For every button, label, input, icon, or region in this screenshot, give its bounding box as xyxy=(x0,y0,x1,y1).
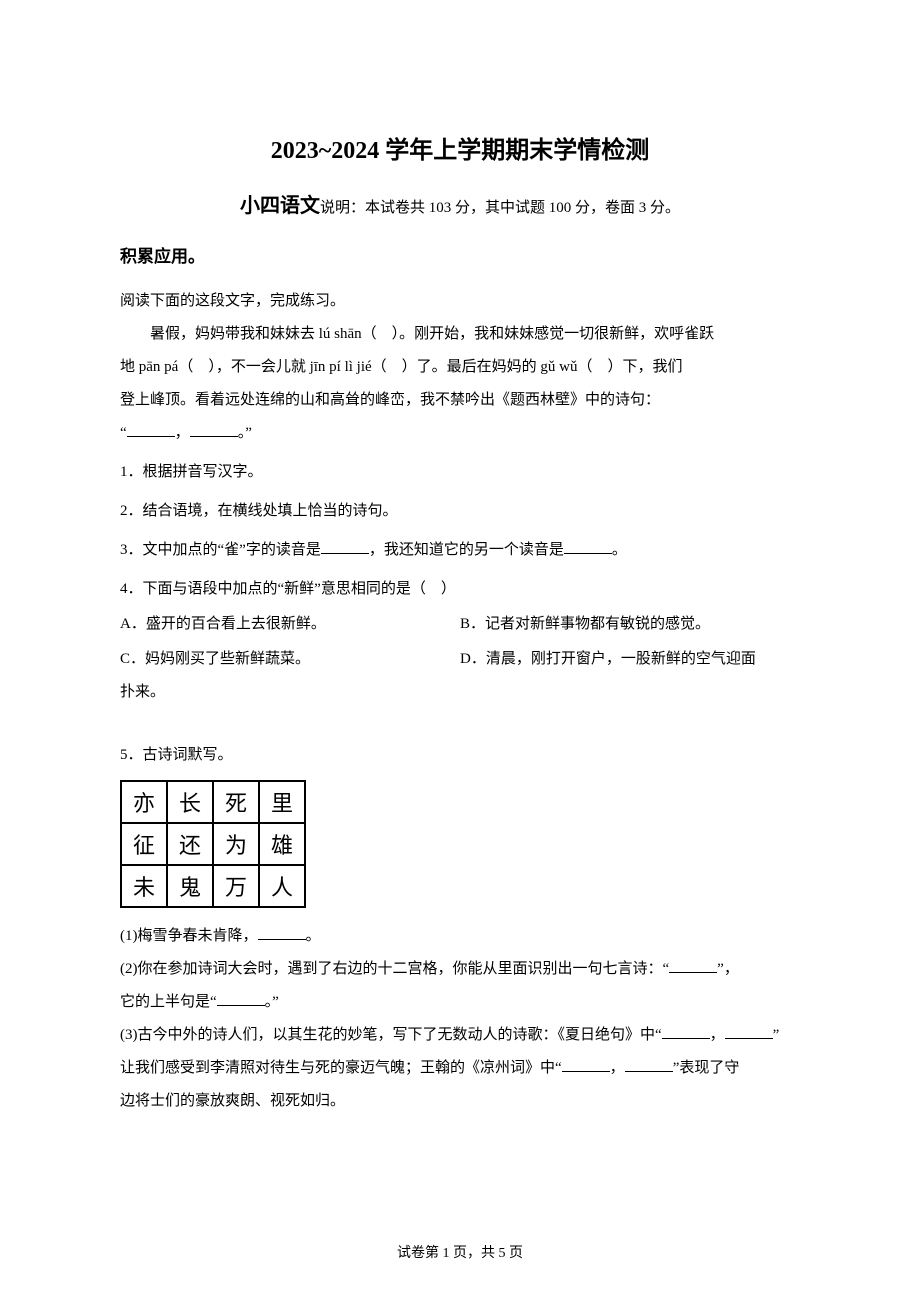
q5-2-c: 它的上半句是“ xyxy=(120,994,217,1010)
option-d[interactable]: D．清晨，刚打开窗户，一股新鲜的空气迎面 xyxy=(460,643,800,676)
subtitle-note: 说明：本试卷共 103 分，其中试题 100 分，卷面 3 分。 xyxy=(320,200,680,216)
option-d-continuation: 扑来。 xyxy=(120,676,800,709)
q5-3-a: (3)古今中外的诗人们，以其生花的妙笔，写下了无数动人的诗歌：《夏日绝句》中“ xyxy=(120,1027,662,1043)
q5-3-d: 让我们感受到李清照对待生与死的豪迈气魄；王翰的《凉州词》中“ xyxy=(120,1060,562,1076)
exam-subtitle: 小四语文说明：本试卷共 103 分，其中试题 100 分，卷面 3 分。 xyxy=(120,189,800,218)
blank-q5-1[interactable] xyxy=(258,925,306,940)
grid-cell: 征 xyxy=(121,823,167,865)
question-3: 3．文中加点的“雀”字的读音是 ，我还知道它的另一个读音是 。 xyxy=(120,534,800,567)
grid-cell: 人 xyxy=(259,865,305,907)
passage-line-1: 暑假，妈妈带我和妹妹去 lú shān（ ）。刚开始，我和妹妹感觉一切很新鲜，欢… xyxy=(120,318,800,351)
blank-q5-3-2[interactable] xyxy=(725,1024,773,1039)
q5-3-c: ” xyxy=(773,1027,780,1043)
q5-sub3-line3: 边将士们的豪放爽朗、视死如归。 xyxy=(120,1085,800,1118)
grid-cell: 还 xyxy=(167,823,213,865)
grid-cell: 万 xyxy=(213,865,259,907)
blank-q5-3-1[interactable] xyxy=(662,1024,710,1039)
q5-sub3-line2: 让我们感受到李清照对待生与死的豪迈气魄；王翰的《凉州词》中“ ， ”表现了守 xyxy=(120,1052,800,1085)
table-row: 征 还 为 雄 xyxy=(121,823,305,865)
grid-cell: 长 xyxy=(167,781,213,823)
section-heading: 积累应用。 xyxy=(120,242,800,267)
quote-open: “ xyxy=(120,425,127,441)
options-row-2: C．妈妈刚买了些新鲜蔬菜。 D．清晨，刚打开窗户，一股新鲜的空气迎面 xyxy=(120,643,800,676)
q5-1-a: (1)梅雪争春未肯降， xyxy=(120,928,258,944)
subject-name: 小四语文 xyxy=(240,195,320,217)
q5-3-f: ”表现了守 xyxy=(673,1060,740,1076)
q3-text-c: 。 xyxy=(612,542,627,558)
q3-text-b: ，我还知道它的另一个读音是 xyxy=(369,542,564,558)
passage-line-2: 地 pān pá（ ），不一会儿就 jīn pí lì jié（ ）了。最后在妈… xyxy=(120,351,800,384)
passage-line-3: 登上峰顶。看着远处连绵的山和高耸的峰峦，我不禁吟出《题西林壁》中的诗句： xyxy=(120,384,800,417)
grid-cell: 亦 xyxy=(121,781,167,823)
grid-cell: 死 xyxy=(213,781,259,823)
question-1: 1．根据拼音写汉字。 xyxy=(120,456,800,489)
question-4: 4．下面与语段中加点的“新鲜”意思相同的是（ ） xyxy=(120,573,800,606)
blank-poem-1[interactable] xyxy=(127,422,175,437)
q5-3-b: ， xyxy=(710,1027,725,1043)
blank-q5-2-2[interactable] xyxy=(217,991,265,1006)
blank-q5-2-1[interactable] xyxy=(669,958,717,973)
quote-close: 。” xyxy=(238,425,252,441)
q5-3-e: ， xyxy=(610,1060,625,1076)
character-grid: 亦 长 死 里 征 还 为 雄 未 鬼 万 人 xyxy=(120,780,306,908)
q5-sub3-line1: (3)古今中外的诗人们，以其生花的妙笔，写下了无数动人的诗歌：《夏日绝句》中“ ，… xyxy=(120,1019,800,1052)
grid-cell: 里 xyxy=(259,781,305,823)
q5-sub2-line1: (2)你在参加诗词大会时，遇到了右边的十二宫格，你能从里面识别出一句七言诗：“ ”… xyxy=(120,953,800,986)
intro-line: 阅读下面的这段文字，完成练习。 xyxy=(120,285,800,318)
page-footer: 试卷第 1 页，共 5 页 xyxy=(0,1242,920,1262)
blank-q3-2[interactable] xyxy=(564,539,612,554)
blank-q5-3-4[interactable] xyxy=(625,1057,673,1072)
passage-line-4: “ ， 。” xyxy=(120,417,800,450)
grid-cell: 鬼 xyxy=(167,865,213,907)
q5-sub1: (1)梅雪争春未肯降， 。 xyxy=(120,920,800,953)
grid-cell: 为 xyxy=(213,823,259,865)
option-c[interactable]: C．妈妈刚买了些新鲜蔬菜。 xyxy=(120,643,460,676)
exam-title: 2023~2024 学年上学期期末学情检测 xyxy=(120,130,800,165)
options-row-1: A．盛开的百合看上去很新鲜。 B．记者对新鲜事物都有敏锐的感觉。 xyxy=(120,608,800,641)
blank-poem-2[interactable] xyxy=(190,422,238,437)
table-row: 亦 长 死 里 xyxy=(121,781,305,823)
question-2: 2．结合语境，在横线处填上恰当的诗句。 xyxy=(120,495,800,528)
comma-1: ， xyxy=(175,425,190,441)
q5-2-b: ”， xyxy=(717,961,739,977)
blank-q5-3-3[interactable] xyxy=(562,1057,610,1072)
q5-1-b: 。 xyxy=(306,928,321,944)
q3-text-a: 3．文中加点的“雀”字的读音是 xyxy=(120,542,321,558)
table-row: 未 鬼 万 人 xyxy=(121,865,305,907)
q5-sub2-line2: 它的上半句是“ 。” xyxy=(120,986,800,1019)
option-b[interactable]: B．记者对新鲜事物都有敏锐的感觉。 xyxy=(460,608,800,641)
q5-2-d: 。” xyxy=(265,994,279,1010)
blank-q3-1[interactable] xyxy=(321,539,369,554)
grid-cell: 未 xyxy=(121,865,167,907)
option-a[interactable]: A．盛开的百合看上去很新鲜。 xyxy=(120,608,460,641)
q5-2-a: (2)你在参加诗词大会时，遇到了右边的十二宫格，你能从里面识别出一句七言诗：“ xyxy=(120,961,669,977)
question-5: 5．古诗词默写。 xyxy=(120,739,800,772)
grid-cell: 雄 xyxy=(259,823,305,865)
